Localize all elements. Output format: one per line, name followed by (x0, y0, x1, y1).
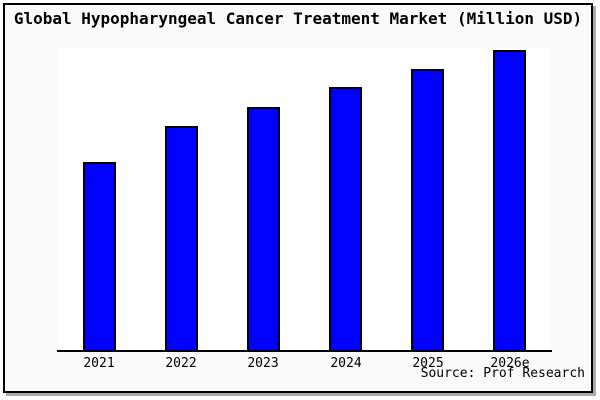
x-tick-label-2025: 2025 (412, 356, 444, 371)
bar-2025 (411, 69, 444, 350)
bar-2026e (493, 50, 526, 350)
bar-2023 (247, 107, 280, 350)
x-axis-labels: 2021 2022 2023 2024 2025 2026e (58, 356, 551, 374)
x-tick-label-2026e: 2026e (490, 356, 530, 371)
x-tick-label-2021: 2021 (83, 356, 115, 371)
x-tick-label-2024: 2024 (330, 356, 362, 371)
bar-2022 (165, 126, 198, 350)
chart-title: Global Hypopharyngeal Cancer Treatment M… (13, 9, 583, 28)
bar-2024 (329, 87, 362, 350)
x-tick-label-2022: 2022 (165, 356, 197, 371)
bar-2021 (83, 162, 116, 350)
x-tick-label-2023: 2023 (247, 356, 279, 371)
chart-frame: Global Hypopharyngeal Cancer Treatment M… (3, 3, 593, 393)
plot-area (58, 48, 551, 350)
source-note: Source: Prof Research (420, 366, 585, 381)
x-axis-line (57, 350, 552, 352)
